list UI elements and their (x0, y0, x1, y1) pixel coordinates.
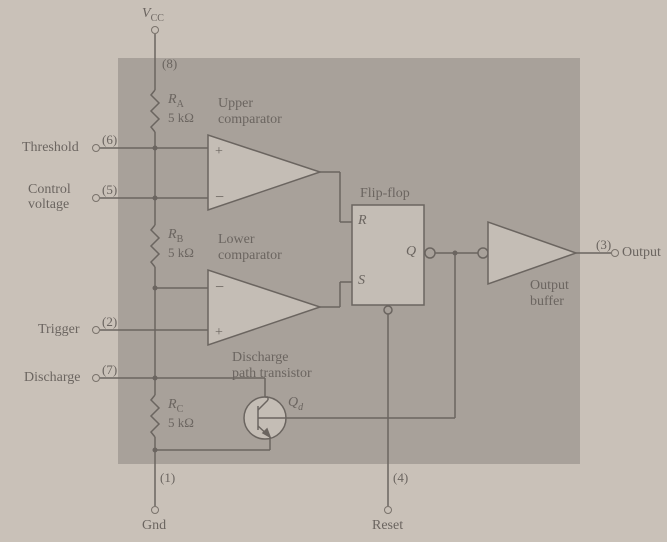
label-lower-comp: Lowercomparator (218, 232, 282, 264)
label-upper-comp: Uppercomparator (218, 96, 282, 128)
label-control: Control voltage (28, 182, 88, 213)
label-output: Output (622, 245, 661, 261)
label-flipflop: Flip-flop (360, 186, 410, 202)
pin-control (92, 194, 100, 202)
ff-s: S (358, 273, 365, 289)
label-qd: Qd (288, 395, 303, 413)
pinnum-discharge: (7) (102, 362, 117, 378)
svg-text:−: − (215, 279, 224, 296)
pin-vcc (151, 26, 159, 34)
pin-output (611, 249, 619, 257)
schematic-svg: + − − + (0, 0, 667, 542)
pinnum-gnd: (1) (160, 470, 175, 486)
ff-r: R (358, 213, 367, 229)
svg-text:+: + (215, 144, 223, 159)
label-vcc: VCC (142, 6, 164, 24)
pinnum-output: (3) (596, 237, 611, 253)
pin-threshold (92, 144, 100, 152)
label-rc: RC 5 kΩ (168, 397, 194, 432)
label-reset: Reset (372, 518, 403, 534)
label-gnd: Gnd (142, 518, 166, 534)
svg-text:−: − (215, 189, 224, 206)
pinnum-vcc: (8) (162, 56, 177, 72)
pinnum-reset: (4) (393, 470, 408, 486)
label-rb: RB 5 kΩ (168, 227, 194, 262)
ff-q: Q (406, 244, 416, 260)
label-discharge: Discharge (24, 370, 81, 386)
pin-trigger (92, 326, 100, 334)
pin-reset (384, 506, 392, 514)
label-transistor: Dischargepath transistor (232, 350, 312, 382)
label-ra: RA 5 kΩ (168, 92, 194, 127)
label-threshold: Threshold (22, 140, 79, 156)
pin-gnd (151, 506, 159, 514)
pinnum-threshold: (6) (102, 132, 117, 148)
pin-discharge (92, 374, 100, 382)
pinnum-trigger: (2) (102, 314, 117, 330)
svg-text:+: + (215, 325, 223, 340)
label-buffer: Outputbuffer (530, 278, 569, 310)
label-trigger: Trigger (38, 322, 80, 338)
pinnum-control: (5) (102, 182, 117, 198)
